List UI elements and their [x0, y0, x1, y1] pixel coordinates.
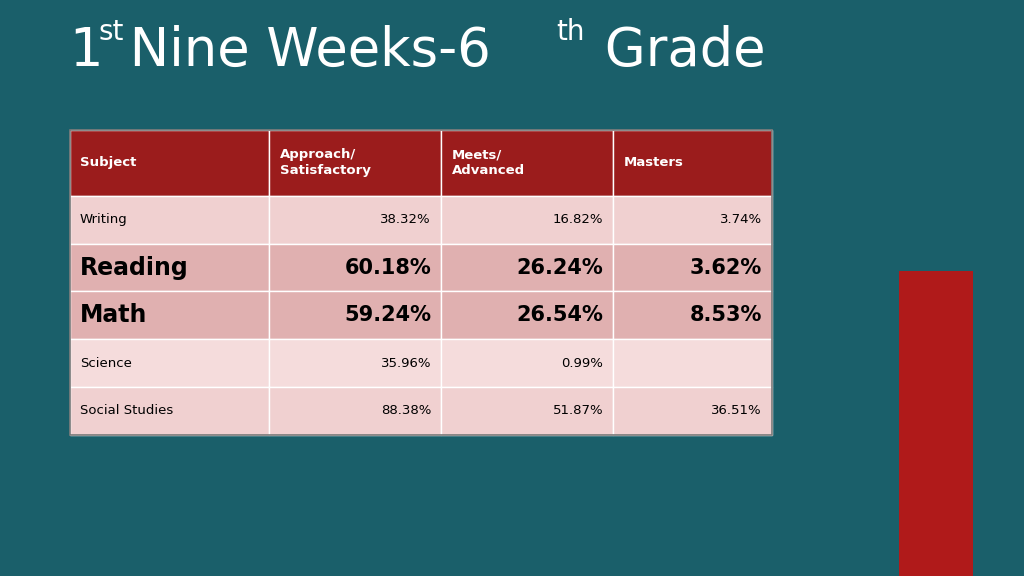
Text: 1: 1	[70, 25, 103, 77]
Text: 59.24%: 59.24%	[344, 305, 431, 325]
Bar	[269, 387, 441, 435]
Text: Social Studies: Social Studies	[80, 404, 173, 418]
Bar	[70, 291, 269, 339]
Bar	[269, 130, 441, 196]
Bar	[613, 130, 772, 196]
Text: 88.38%: 88.38%	[381, 404, 431, 418]
Bar	[70, 339, 269, 387]
Bar	[269, 339, 441, 387]
Text: Approach/
Satisfactory: Approach/ Satisfactory	[280, 148, 371, 177]
Text: 35.96%: 35.96%	[381, 357, 431, 370]
Text: 3.74%: 3.74%	[720, 213, 762, 226]
Text: 16.82%: 16.82%	[553, 213, 603, 226]
Text: 36.51%: 36.51%	[712, 404, 762, 418]
Text: 51.87%: 51.87%	[553, 404, 603, 418]
Text: th: th	[556, 18, 585, 46]
Text: 38.32%: 38.32%	[381, 213, 431, 226]
Text: st: st	[98, 18, 124, 46]
Text: 3.62%: 3.62%	[689, 257, 762, 278]
Bar	[70, 244, 269, 291]
Bar	[613, 244, 772, 291]
Bar	[613, 196, 772, 244]
Text: Nine Weeks-6: Nine Weeks-6	[113, 25, 490, 77]
Text: Subject: Subject	[80, 156, 136, 169]
Text: 26.54%: 26.54%	[516, 305, 603, 325]
Text: 60.18%: 60.18%	[344, 257, 431, 278]
Bar	[613, 387, 772, 435]
Bar	[613, 339, 772, 387]
Text: Reading: Reading	[80, 256, 188, 279]
Text: Grade: Grade	[588, 25, 765, 77]
Bar	[899, 271, 973, 576]
Bar	[441, 291, 613, 339]
Bar	[70, 387, 269, 435]
Bar	[269, 291, 441, 339]
Text: 26.24%: 26.24%	[516, 257, 603, 278]
Bar	[441, 339, 613, 387]
Bar	[441, 387, 613, 435]
Text: Math: Math	[80, 304, 147, 327]
Bar	[613, 291, 772, 339]
Text: 0.99%: 0.99%	[561, 357, 603, 370]
Bar	[269, 244, 441, 291]
Bar	[70, 130, 772, 435]
Text: Science: Science	[80, 357, 132, 370]
Bar	[441, 244, 613, 291]
Bar	[70, 196, 269, 244]
Bar	[441, 130, 613, 196]
Text: Meets/
Advanced: Meets/ Advanced	[452, 148, 524, 177]
Bar	[269, 196, 441, 244]
Text: 8.53%: 8.53%	[689, 305, 762, 325]
Bar	[70, 130, 269, 196]
Bar	[441, 196, 613, 244]
Text: Masters: Masters	[624, 156, 683, 169]
Text: Writing: Writing	[80, 213, 128, 226]
